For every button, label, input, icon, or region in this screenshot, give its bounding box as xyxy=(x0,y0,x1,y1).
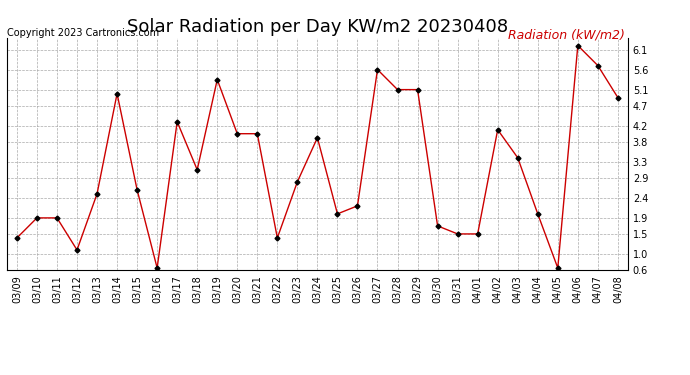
Text: Radiation (kW/m2): Radiation (kW/m2) xyxy=(508,28,625,41)
Title: Solar Radiation per Day KW/m2 20230408: Solar Radiation per Day KW/m2 20230408 xyxy=(127,18,508,36)
Text: Copyright 2023 Cartronics.com: Copyright 2023 Cartronics.com xyxy=(7,28,159,38)
